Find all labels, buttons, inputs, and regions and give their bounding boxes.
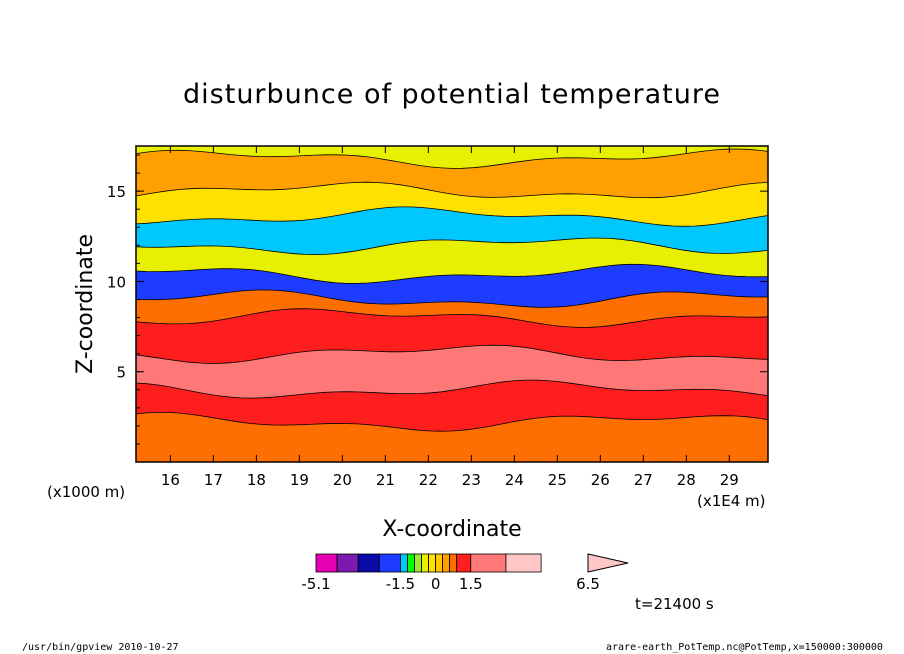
- colorbar-swatch: [315, 553, 338, 573]
- colorbar-labels: -5.1 -1.5 0 1.5 6.5: [301, 575, 600, 593]
- contour-line: [136, 379, 768, 399]
- contour-band-light-orange: [136, 149, 768, 198]
- x-tick-label: 17: [204, 471, 223, 489]
- colorbar-swatch: [435, 553, 444, 573]
- colorbar-swatch: [505, 553, 542, 573]
- contour-line: [136, 308, 768, 328]
- colorbar-label: 1.5: [459, 575, 483, 593]
- plot-area: [136, 146, 768, 462]
- colorbar-swatch: [449, 553, 458, 573]
- colorbar-swatch: [442, 553, 451, 573]
- contour-band-yellow: [136, 182, 768, 227]
- y-axis-label: Z-coordinate: [73, 234, 98, 374]
- x-tick-label: 19: [290, 471, 309, 489]
- colorbar: [315, 553, 629, 573]
- x-tick-label: 23: [462, 471, 481, 489]
- x-scale-note: (x1E4 m): [697, 492, 766, 510]
- x-axis: 16 17 18 19 20 21 22 23 24 25 26 27 28 29: [161, 146, 739, 489]
- contour-band-orange: [136, 412, 768, 462]
- y-tick-label: 10: [107, 273, 126, 291]
- x-tick-label: 27: [634, 471, 653, 489]
- plot-frame: [135, 145, 769, 463]
- time-label: t=21400 s: [635, 595, 714, 613]
- contour-band-yellow: [136, 238, 768, 284]
- colorbar-swatch: [407, 553, 415, 573]
- colorbar-swatch: [414, 553, 422, 573]
- x-tick-label: 24: [505, 471, 524, 489]
- chart-title: disturbunce of potential temperature: [183, 79, 721, 110]
- contour-line: [136, 237, 768, 256]
- colorbar-label: 0: [431, 575, 441, 593]
- colorbar-swatch: [378, 553, 401, 573]
- colorbar-label: -1.5: [386, 575, 415, 593]
- contour-band-yellow: [136, 146, 768, 169]
- x-axis-label: X-coordinate: [382, 517, 521, 542]
- y-tick-label: 5: [116, 364, 126, 382]
- colorbar-swatch: [470, 553, 507, 573]
- contour-line: [136, 181, 768, 199]
- colorbar-label: -5.1: [301, 575, 330, 593]
- x-tick-label: 28: [677, 471, 696, 489]
- footer-right: arare-earth_PotTemp.nc@PotTemp,x=150000:…: [606, 642, 883, 653]
- colorbar-swatch: [421, 553, 429, 573]
- x-tick-label: 25: [548, 471, 567, 489]
- x-tick-label: 20: [333, 471, 352, 489]
- contour-band-pink: [136, 345, 768, 399]
- contour-line: [136, 344, 768, 364]
- y-axis: 5 10 15: [107, 154, 768, 445]
- colorbar-swatch: [456, 553, 472, 573]
- contour-band-red: [136, 308, 768, 364]
- contour-line: [136, 289, 768, 308]
- y-tick-label: 15: [107, 183, 126, 201]
- footer-left: /usr/bin/gpview 2010-10-27: [22, 642, 179, 653]
- contour-band-red: [136, 380, 768, 432]
- colorbar-swatch: [400, 553, 408, 573]
- x-tick-label: 26: [591, 471, 610, 489]
- x-tick-label: 29: [720, 471, 739, 489]
- colorbar-arrow: [587, 553, 629, 573]
- contour-line: [136, 148, 768, 169]
- colorbar-swatch: [336, 553, 359, 573]
- contour-line: [136, 263, 768, 284]
- contour-line: [136, 206, 768, 227]
- x-tick-label: 21: [376, 471, 395, 489]
- colorbar-label: 6.5: [576, 575, 600, 593]
- x-tick-label: 22: [419, 471, 438, 489]
- colorbar-swatch: [428, 553, 436, 573]
- contour-lines: [136, 148, 768, 432]
- z-scale-note: (x1000 m): [47, 483, 125, 501]
- contour-band-blue: [136, 264, 768, 308]
- x-tick-label: 18: [247, 471, 266, 489]
- colorbar-swatch: [357, 553, 380, 573]
- x-tick-label: 16: [161, 471, 180, 489]
- contour-line: [136, 412, 768, 432]
- contour-band-cyan: [136, 206, 768, 255]
